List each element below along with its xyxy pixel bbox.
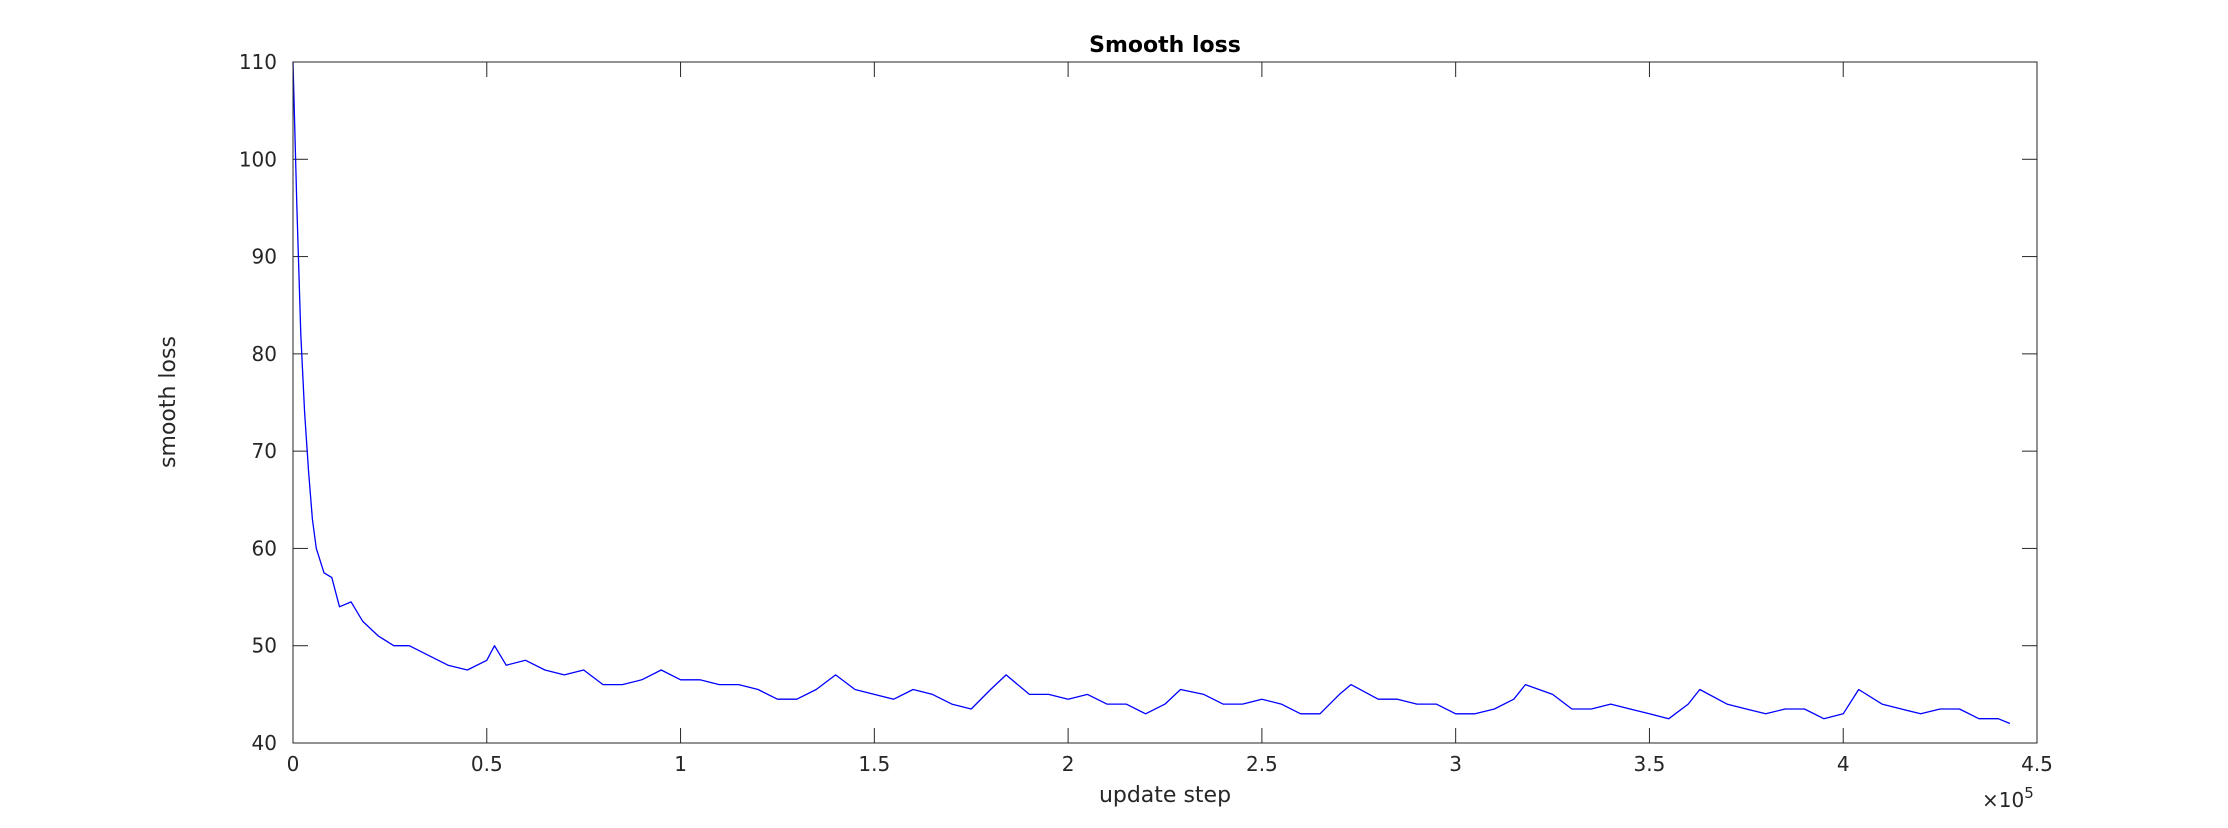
x-multiplier-exponent: 5 <box>2024 784 2034 802</box>
x-tick-label: 4.5 <box>2021 752 2053 776</box>
y-tick-label: 110 <box>239 50 277 74</box>
y-tick-label: 40 <box>252 731 277 755</box>
x-tick-label: 1.5 <box>858 752 890 776</box>
y-tick-label: 70 <box>252 439 277 463</box>
series-line-smooth-loss <box>292 61 2011 725</box>
x-tick-label: 4 <box>1837 752 1850 776</box>
y-tick-label: 80 <box>252 342 277 366</box>
x-tick-label: 0.5 <box>471 752 503 776</box>
x-tick-label: 3 <box>1449 752 1462 776</box>
chart-title: Smooth loss <box>1089 33 1241 58</box>
x-tick-label: 0 <box>287 752 300 776</box>
plot-frame <box>292 61 2038 744</box>
x-axis-multiplier: ×105 <box>1982 784 2034 812</box>
x-tick-label: 3.5 <box>1634 752 1666 776</box>
x-tick-label: 1 <box>674 752 687 776</box>
axis-ticks <box>292 61 2038 744</box>
y-tick-label: 90 <box>252 245 277 269</box>
y-tick-label: 60 <box>252 536 277 560</box>
y-axis-label: smooth loss <box>156 336 181 468</box>
y-tick-label: 100 <box>239 147 277 171</box>
axis-tick-labels: 0 0.5 1 1.5 2 2.5 3 3.5 4 4.5 40 50 60 70 80 90 100 110 <box>239 50 2053 776</box>
plot-background <box>293 62 2037 743</box>
y-tick-label: 50 <box>252 634 277 658</box>
x-tick-label: 2 <box>1062 752 1075 776</box>
x-multiplier-base: ×10 <box>1982 788 2024 812</box>
x-axis-label: update step <box>1099 783 1231 808</box>
x-tick-label: 2.5 <box>1246 752 1278 776</box>
